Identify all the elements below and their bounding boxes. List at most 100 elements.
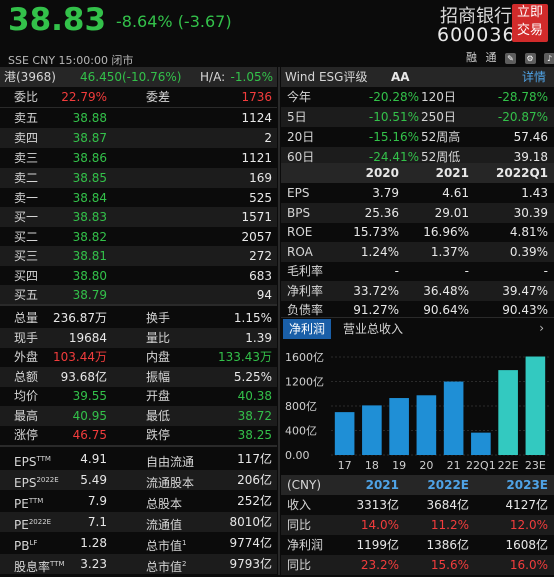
x-tick-label: 23E — [525, 459, 546, 472]
sell-row[interactable]: 卖三 38.86 1121 — [0, 148, 277, 168]
order-price: 38.82 — [72, 229, 107, 244]
chart-bar[interactable] — [443, 381, 464, 455]
chart-bar[interactable] — [389, 398, 409, 455]
fin-value: 25.36 — [364, 205, 399, 220]
chart-bar[interactable] — [525, 356, 546, 455]
buy-row[interactable]: 买三 38.81 272 — [0, 246, 277, 267]
stat-label: 最高 — [14, 408, 39, 423]
trade-now-button[interactable]: 立即 交易 — [512, 4, 548, 42]
stat-label: 跌停 — [146, 428, 171, 442]
order-volume: 272 — [249, 249, 272, 264]
sell-row[interactable]: 卖一 38.84 525 — [0, 188, 277, 208]
valuation-label-suffix: TTM — [50, 560, 65, 568]
forecast-value: 12.0% — [509, 518, 548, 532]
sell-row[interactable]: 卖二 38.85 169 — [0, 168, 277, 188]
valuation-label: 流通股本 — [146, 470, 194, 493]
weibi-value: 22.79% — [61, 90, 107, 104]
period-row: 今年 -20.28% 120日 -28.78% — [281, 87, 554, 107]
forecast-year: 2023E — [506, 478, 548, 492]
forecast-value: 1199亿 — [356, 538, 399, 552]
sell-row[interactable]: 卖五 38.88 1124 — [0, 108, 277, 128]
sell-row[interactable]: 卖四 38.87 2 — [0, 128, 277, 148]
buy-row[interactable]: 买一 38.83 1571 — [0, 207, 277, 227]
stat-label: 内盘 — [146, 350, 171, 364]
period-label: 20日 — [287, 130, 315, 144]
forecast-row: 净利润 1199亿 1386亿 1608亿 — [281, 535, 554, 555]
chevron-right-icon[interactable]: › — [539, 321, 544, 335]
fin-value: - — [543, 264, 548, 278]
edit-icon[interactable]: ✎ — [505, 52, 516, 64]
esg-detail-link[interactable]: 详情 — [521, 70, 546, 84]
valuation-label-suffix: 2 — [182, 560, 187, 568]
chart-bar[interactable] — [416, 395, 437, 455]
forecast-row: 同比 14.0% 11.2% 12.0% — [281, 515, 554, 535]
order-level-label: 买一 — [14, 210, 39, 224]
order-level-label: 买四 — [14, 268, 39, 283]
valuation-label-suffix: TTM — [28, 497, 44, 505]
forecast-value: 3313亿 — [356, 498, 399, 512]
bell-icon[interactable]: ♪ — [544, 52, 554, 64]
chart-bar[interactable] — [334, 412, 355, 455]
valuation-label: PE2022E — [14, 512, 51, 535]
x-tick-label: 22E — [498, 459, 519, 472]
fin-row: 负债率 91.27% 90.64% 90.43% — [281, 300, 554, 320]
stock-name: 招商银行 — [440, 6, 512, 27]
valuation-label-suffix: 1 — [182, 539, 187, 547]
stat-value: 39.55 — [72, 389, 107, 403]
chart-bar[interactable] — [498, 370, 518, 455]
fin-label: ROA — [287, 244, 313, 259]
valuation-value: 117亿 — [237, 452, 272, 466]
tab-net-profit[interactable]: 净利润 — [283, 319, 332, 339]
valuation-label-text: EPS — [14, 455, 37, 469]
period-value: -20.87% — [497, 110, 548, 124]
valuation-row: PE2022E 7.1 流通值 8010亿 — [0, 512, 277, 532]
fin-label: 负债率 — [287, 303, 324, 317]
forecast-label: 收入 — [287, 498, 312, 512]
valuation-label-text: 自由流通 — [146, 455, 195, 469]
period-value: -15.16% — [368, 130, 419, 144]
order-volume: 2057 — [241, 229, 272, 244]
fin-value: 91.27% — [353, 303, 399, 317]
order-price: 38.84 — [72, 191, 107, 205]
period-row: 5日 -10.51% 250日 -20.87% — [281, 107, 554, 127]
margin-icon[interactable]: 融 — [466, 51, 477, 64]
stat-row: 均价 39.55 开盘 40.38 — [0, 386, 277, 406]
fin-value: 30.39 — [513, 205, 548, 220]
valuation-label: 总股本 — [146, 491, 182, 514]
weicha-label: 委差 — [146, 90, 171, 104]
fin-value: 15.73% — [353, 225, 399, 239]
y-tick-label: 1200亿 — [285, 376, 324, 389]
period-value: -24.41% — [368, 150, 419, 164]
chart-bar[interactable] — [471, 432, 491, 455]
stat-value: 1.15% — [233, 311, 272, 325]
chart-tabs: 净利润 营业总收入 › — [281, 319, 554, 339]
buy-row[interactable]: 买四 38.80 683 — [0, 266, 277, 286]
period-label: 60日 — [287, 150, 315, 164]
buy-row[interactable]: 买五 38.79 94 — [0, 285, 277, 306]
hk-row[interactable]: 港(3968) 46.450(-10.76%) H/A: -1.05% — [0, 67, 277, 87]
chart-bar[interactable] — [362, 405, 382, 455]
forecast-value: 11.2% — [430, 518, 469, 532]
forecast-year: 2021 — [365, 478, 399, 492]
connect-icon[interactable]: 通 — [485, 51, 497, 64]
stat-label: 总量 — [14, 311, 39, 325]
forecast-value: 1386亿 — [426, 538, 469, 552]
stat-label: 外盘 — [14, 350, 39, 364]
gear-icon[interactable]: ⚙ — [524, 52, 536, 64]
valuation-value: 1.28 — [80, 536, 107, 550]
y-tick-label: 800亿 — [285, 400, 317, 413]
order-level-label: 卖三 — [14, 151, 39, 165]
valuation-value: 3.23 — [80, 557, 107, 571]
fin-value: 3.79 — [372, 186, 399, 200]
period-label: 250日 — [421, 110, 456, 124]
order-price: 38.87 — [72, 131, 107, 145]
buy-row[interactable]: 买二 38.82 2057 — [0, 227, 277, 247]
fin-row: 净利率 33.72% 36.48% 39.47% — [281, 280, 554, 301]
order-price: 38.86 — [72, 151, 107, 165]
tab-revenue[interactable]: 营业总收入 — [343, 322, 404, 336]
valuation-label-text: 股息率 — [14, 560, 51, 574]
fin-value: 90.64% — [423, 303, 469, 317]
period-value: -10.51% — [368, 110, 419, 124]
valuation-label-suffix: 2022E — [28, 518, 52, 526]
stock-code: 600036 — [437, 24, 516, 46]
